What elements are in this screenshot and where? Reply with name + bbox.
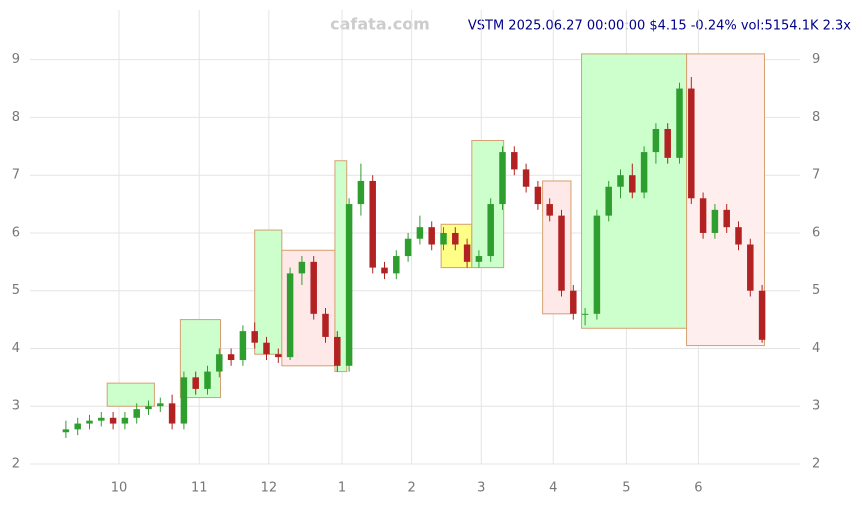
- candle-body: [381, 267, 388, 274]
- chart-title: VSTM 2025.06.27 00:00:00 $4.15 -0.24% vo…: [468, 19, 851, 34]
- candle-body: [688, 88, 695, 199]
- candle-body: [227, 354, 235, 361]
- candle-body: [499, 152, 506, 205]
- y-tick-label: 9: [12, 52, 20, 67]
- x-tick-label: 11: [191, 481, 208, 496]
- candle-body: [676, 88, 683, 158]
- candle-body: [558, 215, 565, 291]
- candle-body: [109, 417, 117, 424]
- candle-body: [345, 204, 353, 366]
- y-tick-label: 6: [12, 225, 20, 240]
- y-tick-label: 5: [12, 283, 20, 298]
- y-tick-label: 3: [12, 399, 20, 414]
- candle-body: [180, 377, 188, 424]
- zone: [106, 382, 155, 407]
- candle-body: [216, 354, 223, 372]
- candle-body: [534, 186, 542, 205]
- candle-body: [475, 256, 483, 262]
- watermark: cafata.com: [330, 15, 430, 34]
- candle-body: [546, 204, 553, 216]
- candle-body: [605, 186, 612, 216]
- x-tick-label: 2: [407, 481, 415, 496]
- candle-body: [145, 406, 152, 410]
- x-tick-label: 4: [549, 481, 557, 496]
- y-tick-label-right: 4: [812, 341, 820, 356]
- y-tick-label: 4: [12, 341, 20, 356]
- candle-body: [416, 227, 424, 239]
- candle-body: [62, 429, 70, 433]
- candle-body: [263, 342, 270, 355]
- zone: [542, 180, 572, 315]
- candle-body: [298, 261, 306, 274]
- candle-body: [393, 256, 400, 274]
- candle-body: [723, 209, 730, 228]
- candle-body: [334, 336, 341, 366]
- candle-body: [239, 331, 247, 361]
- candle-body: [463, 244, 471, 262]
- candle-body: [322, 313, 329, 337]
- candle-body: [522, 169, 530, 187]
- x-tick-label: 10: [111, 481, 128, 496]
- y-tick-label-right: 5: [812, 283, 820, 298]
- zone: [254, 229, 283, 355]
- candle-body: [593, 215, 601, 314]
- candle-body: [640, 152, 648, 193]
- candle-body: [747, 244, 754, 291]
- candle-body: [487, 204, 494, 257]
- candle-body: [452, 232, 459, 245]
- candle-body: [133, 409, 140, 418]
- y-tick-label-right: 8: [812, 110, 820, 125]
- candle-body: [369, 180, 376, 268]
- candle-body: [204, 371, 211, 389]
- candle-body: [711, 209, 719, 233]
- candle-body: [664, 128, 671, 158]
- zone: [686, 53, 765, 347]
- y-tick-label-right: 9: [812, 52, 820, 67]
- candle-body: [440, 232, 447, 245]
- y-tick-label-right: 3: [812, 399, 820, 414]
- x-tick-label: 5: [622, 481, 630, 496]
- y-tick-label: 2: [12, 457, 20, 472]
- candle-body: [86, 420, 93, 424]
- candle-body: [275, 354, 282, 358]
- candle-body: [98, 417, 105, 421]
- candle-body: [629, 175, 636, 193]
- x-tick-label: 12: [261, 481, 278, 496]
- candle-body: [157, 403, 164, 407]
- candle-body: [310, 261, 317, 314]
- candle-body: [121, 417, 129, 424]
- y-tick-label: 7: [12, 168, 20, 183]
- candle-body: [699, 198, 707, 233]
- y-tick-label: 8: [12, 110, 20, 125]
- candle-body: [404, 238, 412, 257]
- y-tick-label-right: 2: [812, 457, 820, 472]
- candle-body: [192, 377, 199, 389]
- candle-body: [735, 227, 742, 245]
- candle-body: [357, 180, 365, 205]
- x-tick-label: 6: [694, 481, 702, 496]
- candle-body: [511, 152, 518, 170]
- candle-body: [168, 403, 176, 424]
- x-tick-label: 3: [477, 481, 485, 496]
- candle-body: [286, 273, 294, 358]
- y-tick-label-right: 6: [812, 225, 820, 240]
- y-tick-label-right: 7: [812, 168, 820, 183]
- candle-body: [652, 128, 660, 153]
- candle-body: [758, 290, 766, 340]
- candle-body: [570, 290, 577, 314]
- candle-body: [617, 175, 624, 187]
- candle-body: [74, 423, 81, 430]
- candle-body: [581, 313, 589, 315]
- candle-body: [251, 331, 258, 343]
- candle-body: [428, 227, 435, 245]
- x-tick-label: 1: [338, 481, 346, 496]
